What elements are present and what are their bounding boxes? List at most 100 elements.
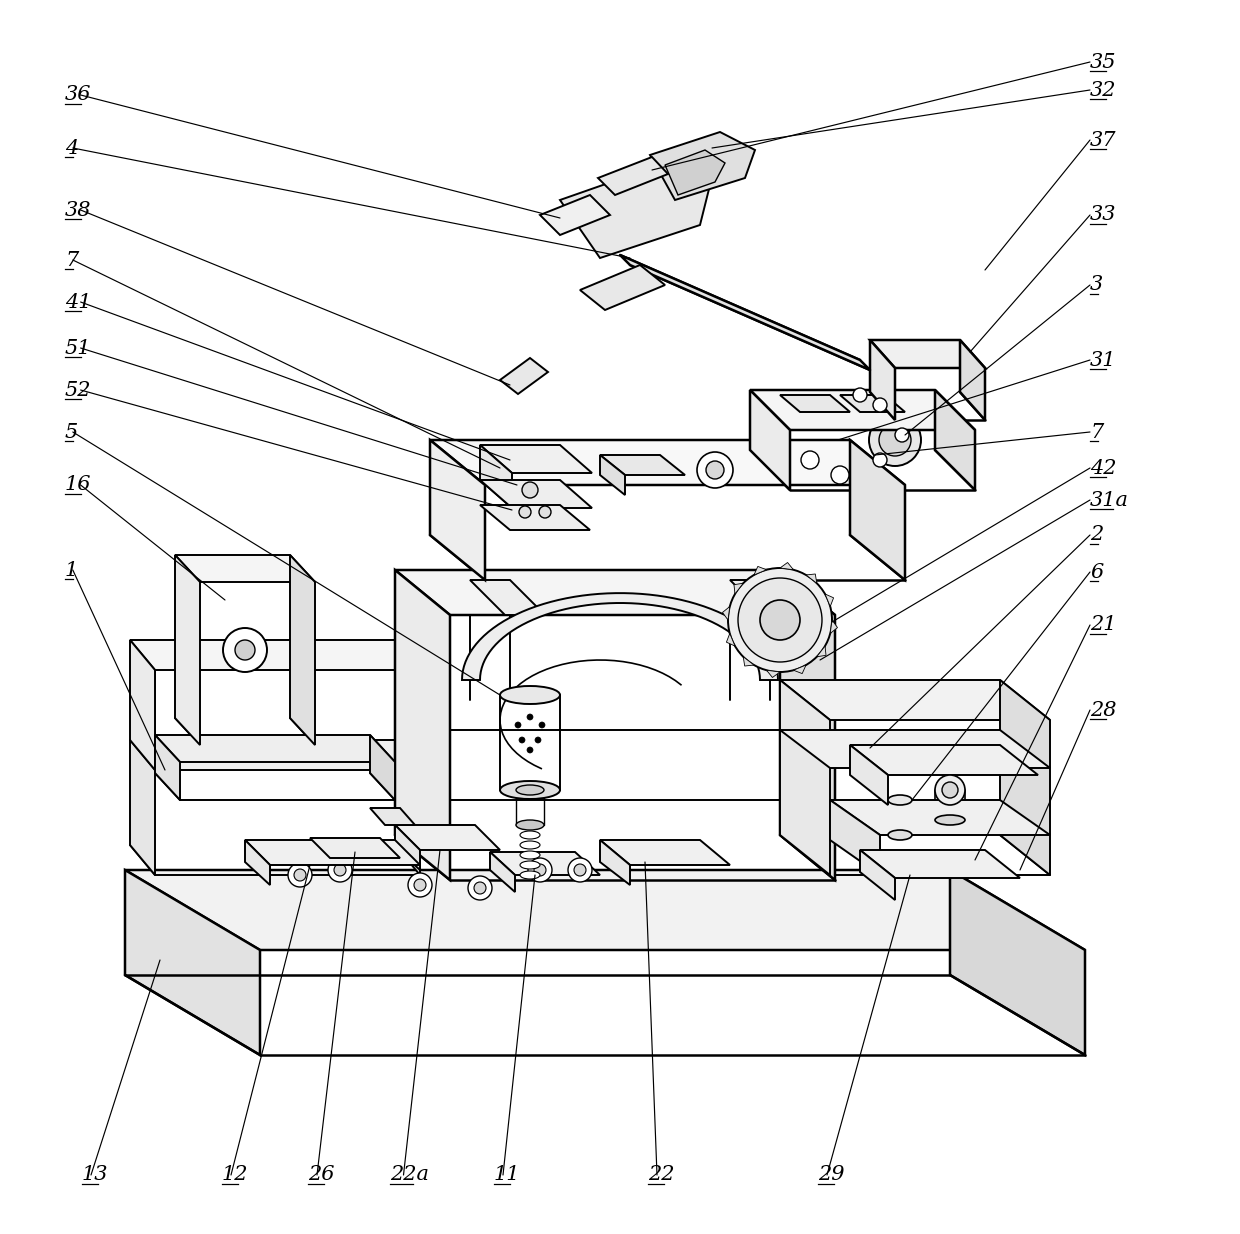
Polygon shape: [470, 580, 546, 615]
Circle shape: [414, 879, 427, 891]
Circle shape: [760, 600, 800, 640]
Text: 12: 12: [222, 1165, 248, 1185]
Circle shape: [527, 714, 533, 719]
Text: 31a: 31a: [1090, 490, 1128, 510]
Polygon shape: [780, 680, 1050, 719]
Polygon shape: [870, 341, 895, 420]
Polygon shape: [849, 441, 905, 580]
Polygon shape: [396, 570, 450, 880]
Polygon shape: [600, 840, 730, 865]
Circle shape: [520, 737, 525, 743]
Ellipse shape: [935, 814, 965, 826]
Polygon shape: [480, 505, 590, 529]
Polygon shape: [754, 566, 766, 575]
Polygon shape: [396, 826, 500, 850]
Text: 16: 16: [64, 475, 92, 495]
Circle shape: [534, 737, 541, 743]
Text: 38: 38: [64, 200, 92, 220]
Circle shape: [236, 640, 255, 660]
Polygon shape: [830, 800, 1050, 835]
Circle shape: [706, 462, 724, 479]
Polygon shape: [490, 851, 515, 892]
Text: 52: 52: [64, 380, 92, 400]
Circle shape: [520, 506, 531, 518]
Text: 1: 1: [64, 560, 78, 580]
Circle shape: [942, 782, 959, 798]
Ellipse shape: [520, 851, 539, 859]
Polygon shape: [999, 680, 1050, 875]
Polygon shape: [430, 441, 905, 485]
Circle shape: [697, 452, 733, 487]
Circle shape: [539, 506, 551, 518]
Polygon shape: [650, 132, 755, 200]
Polygon shape: [396, 570, 835, 615]
Ellipse shape: [888, 795, 911, 805]
Circle shape: [534, 864, 546, 876]
Text: 51: 51: [64, 338, 92, 358]
Circle shape: [527, 747, 533, 753]
Ellipse shape: [888, 830, 911, 840]
Polygon shape: [580, 265, 665, 310]
Polygon shape: [396, 826, 420, 870]
Polygon shape: [310, 838, 401, 858]
Polygon shape: [155, 735, 396, 763]
Polygon shape: [290, 555, 315, 745]
Polygon shape: [780, 563, 794, 570]
Text: 4: 4: [64, 138, 78, 158]
Circle shape: [853, 387, 867, 402]
Text: 28: 28: [1090, 701, 1116, 719]
Circle shape: [329, 858, 352, 882]
Circle shape: [935, 775, 965, 805]
Polygon shape: [730, 580, 805, 615]
Polygon shape: [806, 574, 817, 584]
Polygon shape: [750, 390, 975, 429]
Polygon shape: [175, 555, 315, 582]
Text: 32: 32: [1090, 80, 1116, 100]
Text: 5: 5: [64, 422, 78, 442]
Text: 33: 33: [1090, 206, 1116, 225]
Text: 35: 35: [1090, 53, 1116, 72]
Polygon shape: [125, 870, 260, 1055]
Polygon shape: [130, 740, 155, 875]
Polygon shape: [600, 840, 630, 885]
Polygon shape: [960, 341, 985, 420]
Text: 31: 31: [1090, 350, 1116, 369]
Polygon shape: [430, 441, 485, 580]
Circle shape: [831, 466, 849, 484]
Text: 6: 6: [1090, 563, 1104, 581]
Polygon shape: [734, 584, 743, 594]
Text: 36: 36: [64, 85, 92, 105]
Polygon shape: [766, 670, 780, 677]
Polygon shape: [480, 445, 591, 473]
Polygon shape: [817, 647, 826, 656]
Text: 22a: 22a: [391, 1165, 429, 1185]
Polygon shape: [490, 851, 600, 875]
Text: 2: 2: [1090, 526, 1104, 544]
Circle shape: [574, 864, 587, 876]
Ellipse shape: [500, 686, 560, 705]
Polygon shape: [950, 870, 1085, 1055]
Ellipse shape: [516, 821, 544, 830]
Polygon shape: [861, 850, 895, 900]
Text: 37: 37: [1090, 131, 1116, 149]
Polygon shape: [839, 395, 905, 412]
Circle shape: [528, 858, 552, 882]
Circle shape: [467, 876, 492, 900]
Polygon shape: [743, 656, 754, 666]
Polygon shape: [480, 445, 512, 508]
Polygon shape: [480, 480, 591, 508]
Polygon shape: [125, 870, 1085, 950]
Ellipse shape: [520, 842, 539, 849]
Circle shape: [568, 858, 591, 882]
Circle shape: [873, 453, 887, 466]
Polygon shape: [396, 740, 420, 875]
Polygon shape: [130, 740, 420, 770]
Polygon shape: [500, 358, 548, 394]
Polygon shape: [830, 800, 880, 875]
Ellipse shape: [516, 785, 544, 795]
Circle shape: [873, 399, 887, 412]
Polygon shape: [780, 680, 830, 875]
Polygon shape: [825, 594, 833, 607]
Circle shape: [801, 450, 818, 469]
Polygon shape: [861, 850, 1021, 879]
